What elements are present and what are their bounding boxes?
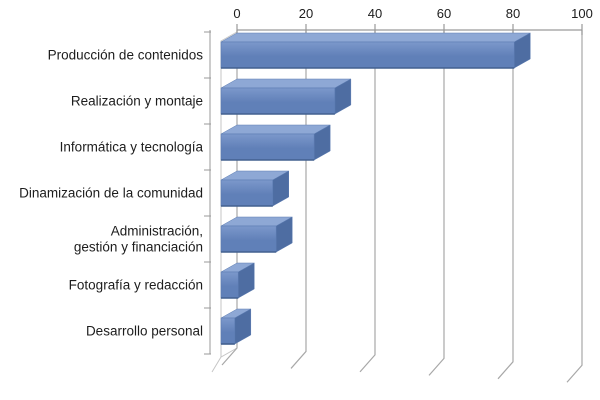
- bar-front-face: [220, 225, 277, 253]
- category-label-line: Producción de contenidos: [48, 48, 204, 63]
- axis-layer: 0 20 40 60 80 100: [204, 6, 593, 355]
- category-label-line: Dinamización de la comunidad: [19, 186, 203, 201]
- category-label: Desarrollo personal: [86, 324, 203, 339]
- bar: [220, 78, 352, 115]
- bar-series-layer: [220, 32, 532, 345]
- bar-front-face: [220, 41, 515, 69]
- bar-front-face: [220, 133, 315, 161]
- x-tick-label: 0: [233, 6, 240, 21]
- bar-top-face: [220, 78, 352, 89]
- x-tick-label: 40: [368, 6, 382, 21]
- bar: [220, 32, 532, 69]
- x-tick-label: 20: [299, 6, 313, 21]
- bar: [220, 170, 290, 207]
- category-label: Producción de contenidos: [48, 48, 204, 63]
- category-label: Dinamización de la comunidad: [19, 186, 203, 201]
- bar-front-face: [220, 87, 336, 115]
- category-label-line: Informática y tecnología: [60, 140, 204, 155]
- x-tick-label: 60: [437, 6, 451, 21]
- bar: [220, 124, 332, 161]
- bar-front-face: [220, 179, 274, 207]
- category-label-line: Realización y montaje: [71, 94, 203, 109]
- bar-top-face: [220, 32, 532, 43]
- bar-top-face: [220, 124, 332, 135]
- category-label: Realización y montaje: [71, 94, 203, 109]
- category-label-line: Desarrollo personal: [86, 324, 203, 339]
- x-tick-label: 100: [571, 6, 593, 21]
- x-gridline: [566, 30, 583, 383]
- x-gridline: [497, 30, 514, 380]
- category-label: Informática y tecnología: [60, 140, 204, 155]
- category-label: Administración, gestión y financiación: [74, 224, 203, 255]
- category-label-line: Administración,: [111, 224, 203, 239]
- label-layer: Producción de contenidos Realización y mo…: [19, 48, 203, 339]
- category-label-line: Fotografía y redacción: [69, 278, 203, 293]
- x-gridline: [428, 30, 445, 376]
- x-tick-label: 80: [506, 6, 520, 21]
- bar-front-face: [220, 317, 236, 345]
- bar: [220, 262, 256, 299]
- bar-front-face: [220, 271, 239, 299]
- bar: [220, 216, 294, 253]
- x-gridline: [359, 30, 376, 373]
- chart-floor-edge: [211, 356, 222, 373]
- category-label: Fotografía y redacción: [69, 278, 203, 293]
- bar: [220, 308, 252, 345]
- category-label-line: gestión y financiación: [74, 240, 203, 255]
